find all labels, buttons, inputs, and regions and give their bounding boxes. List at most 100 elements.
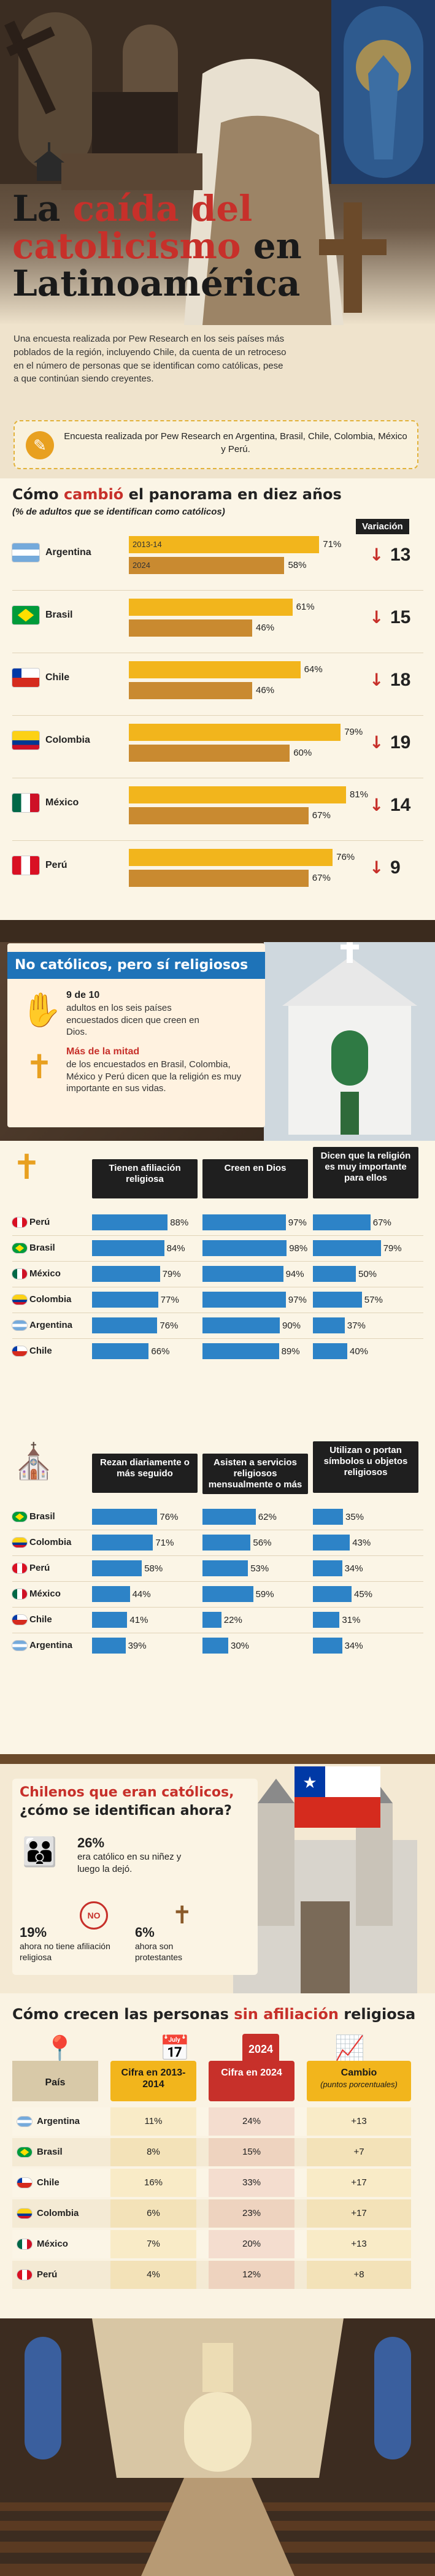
bar-2024: [129, 870, 309, 887]
data-bar: [202, 1612, 221, 1628]
bar-2013-14: 2013-14: [129, 536, 320, 553]
bible-icon: ✝: [172, 1902, 193, 1929]
data-bar: [202, 1214, 286, 1230]
p3-value: 6%: [135, 1925, 155, 1940]
table-cell: +7: [307, 2138, 411, 2166]
data-bar: [92, 1612, 128, 1628]
flag-argentina: [17, 2117, 32, 2126]
data-value: 76%: [160, 1321, 179, 1331]
data-value: 97%: [288, 1217, 307, 1228]
table-cell: +13: [307, 2230, 411, 2258]
data-bar: [313, 1317, 345, 1333]
bar-value: 46%: [256, 623, 275, 633]
separator: [12, 590, 423, 591]
data-value: 98%: [289, 1243, 308, 1254]
p1-text: era católico en su niñez y luego la dejó…: [77, 1852, 182, 1874]
data-bar: [202, 1586, 253, 1602]
data-bar: [313, 1240, 381, 1256]
separator: [12, 1235, 423, 1236]
pews-pattern: [0, 2502, 435, 2576]
chile-flag-icon: ★: [294, 1766, 380, 1828]
bar-value: 67%: [312, 810, 331, 821]
country-label: México: [45, 797, 79, 808]
non-catholic-section: No católicos, pero sí religiosos ✋ 9 de …: [0, 920, 435, 1141]
hero-section: La caída del catolicismo en Latinoaméric…: [0, 0, 435, 325]
down-arrow-icon: ↓: [369, 795, 384, 815]
country-label: Perú: [29, 1563, 50, 1573]
data-bar: [202, 1560, 248, 1576]
data-value: 79%: [383, 1243, 402, 1254]
hands-icon: ✋: [21, 992, 63, 1029]
bar-value: 64%: [304, 664, 323, 675]
location-pin-icon: 📍: [43, 2035, 77, 2065]
bar-value: 58%: [288, 560, 307, 570]
fact1-text: adultos en los seis países encuestados d…: [66, 1003, 199, 1037]
table-row: [12, 2107, 411, 2136]
bar-2024: 2024: [129, 557, 285, 574]
variacion-value: 18: [390, 670, 411, 690]
table-header: Cifra en 2013-2014: [110, 2061, 196, 2101]
data-value: 30%: [231, 1641, 250, 1651]
calendar-2024-icon: 2024: [242, 2034, 279, 2064]
data-bar: [92, 1317, 158, 1333]
country-label: Argentina: [29, 1320, 73, 1330]
data-bar: [202, 1535, 251, 1551]
data-value: 41%: [129, 1615, 148, 1625]
data-bar: [313, 1535, 350, 1551]
flag-perú: [12, 1217, 27, 1227]
down-arrow-icon: ↓: [369, 670, 384, 690]
section1-title: Cómo cambió el panorama en diez años: [12, 486, 342, 503]
data-value: 40%: [350, 1346, 369, 1357]
data-bar: [313, 1612, 340, 1628]
bar-2024: [129, 682, 253, 699]
data-bar: [313, 1560, 342, 1576]
section2-title: No católicos, pero sí religiosos: [7, 952, 265, 979]
table-cell: 15%: [209, 2138, 294, 2166]
variacion-value: 14: [390, 795, 411, 815]
country-label: Chile: [29, 1346, 52, 1356]
table-cell: 33%: [209, 2169, 294, 2197]
data-bar: [92, 1509, 158, 1525]
country-label: Perú: [37, 2269, 58, 2280]
data-value: 50%: [358, 1269, 377, 1279]
flag-argentina: [12, 543, 39, 562]
table-cell: 4%: [110, 2261, 196, 2289]
header-label: Cifra en 2024: [221, 2068, 282, 2078]
bar-2013-14: [129, 849, 333, 866]
flag-méxico: [12, 1589, 27, 1599]
data-value: 84%: [166, 1243, 185, 1254]
data-bar: [202, 1317, 280, 1333]
flag-brasil: [17, 2147, 32, 2157]
bar-2024: [129, 619, 253, 637]
flag-argentina: [12, 1641, 27, 1650]
chile-ex-catholics-section: ★ Chilenos que eran católicos, ¿cómo se …: [0, 1754, 435, 1993]
country-label: Chile: [29, 1614, 52, 1625]
data-value: 62%: [258, 1512, 277, 1522]
country-label: Brasil: [37, 2147, 63, 2157]
table-row: [12, 2230, 411, 2258]
unaffiliated-growth-section: Cómo crecen las personas sin afiliación …: [0, 1993, 435, 2318]
data-value: 43%: [352, 1538, 371, 1548]
column-header: Rezan diariamente o más seguido: [92, 1454, 198, 1493]
bar-2013-14: [129, 786, 346, 803]
data-value: 56%: [253, 1538, 272, 1548]
section4-title-a: Chilenos que eran católicos,: [20, 1785, 234, 1800]
variacion-value: 15: [390, 607, 411, 627]
fact2-text: de los encuestados en Brasil, Colombia, …: [66, 1059, 242, 1094]
variacion-value: 9: [390, 857, 401, 878]
table-cell: 24%: [209, 2107, 294, 2136]
data-value: 71%: [155, 1538, 174, 1548]
chile-panel: Chilenos que eran católicos, ¿cómo se id…: [12, 1779, 258, 1975]
flag-chile: [12, 1346, 27, 1356]
header-label: Cambio: [341, 2068, 377, 2078]
data-value: 94%: [285, 1269, 304, 1279]
down-arrow-icon: ↓: [369, 545, 384, 565]
svg-text:★: ★: [302, 1773, 317, 1792]
intro-text: Una encuesta realizada por Pew Research …: [13, 334, 287, 385]
down-arrow-icon: ↓: [369, 732, 384, 753]
non-catholic-panel: No católicos, pero sí religiosos ✋ 9 de …: [7, 943, 265, 1127]
country-label: Colombia: [29, 1537, 72, 1547]
table-row: [12, 2169, 411, 2197]
data-value: 90%: [282, 1321, 301, 1331]
family-icon: 👪: [22, 1836, 58, 1868]
